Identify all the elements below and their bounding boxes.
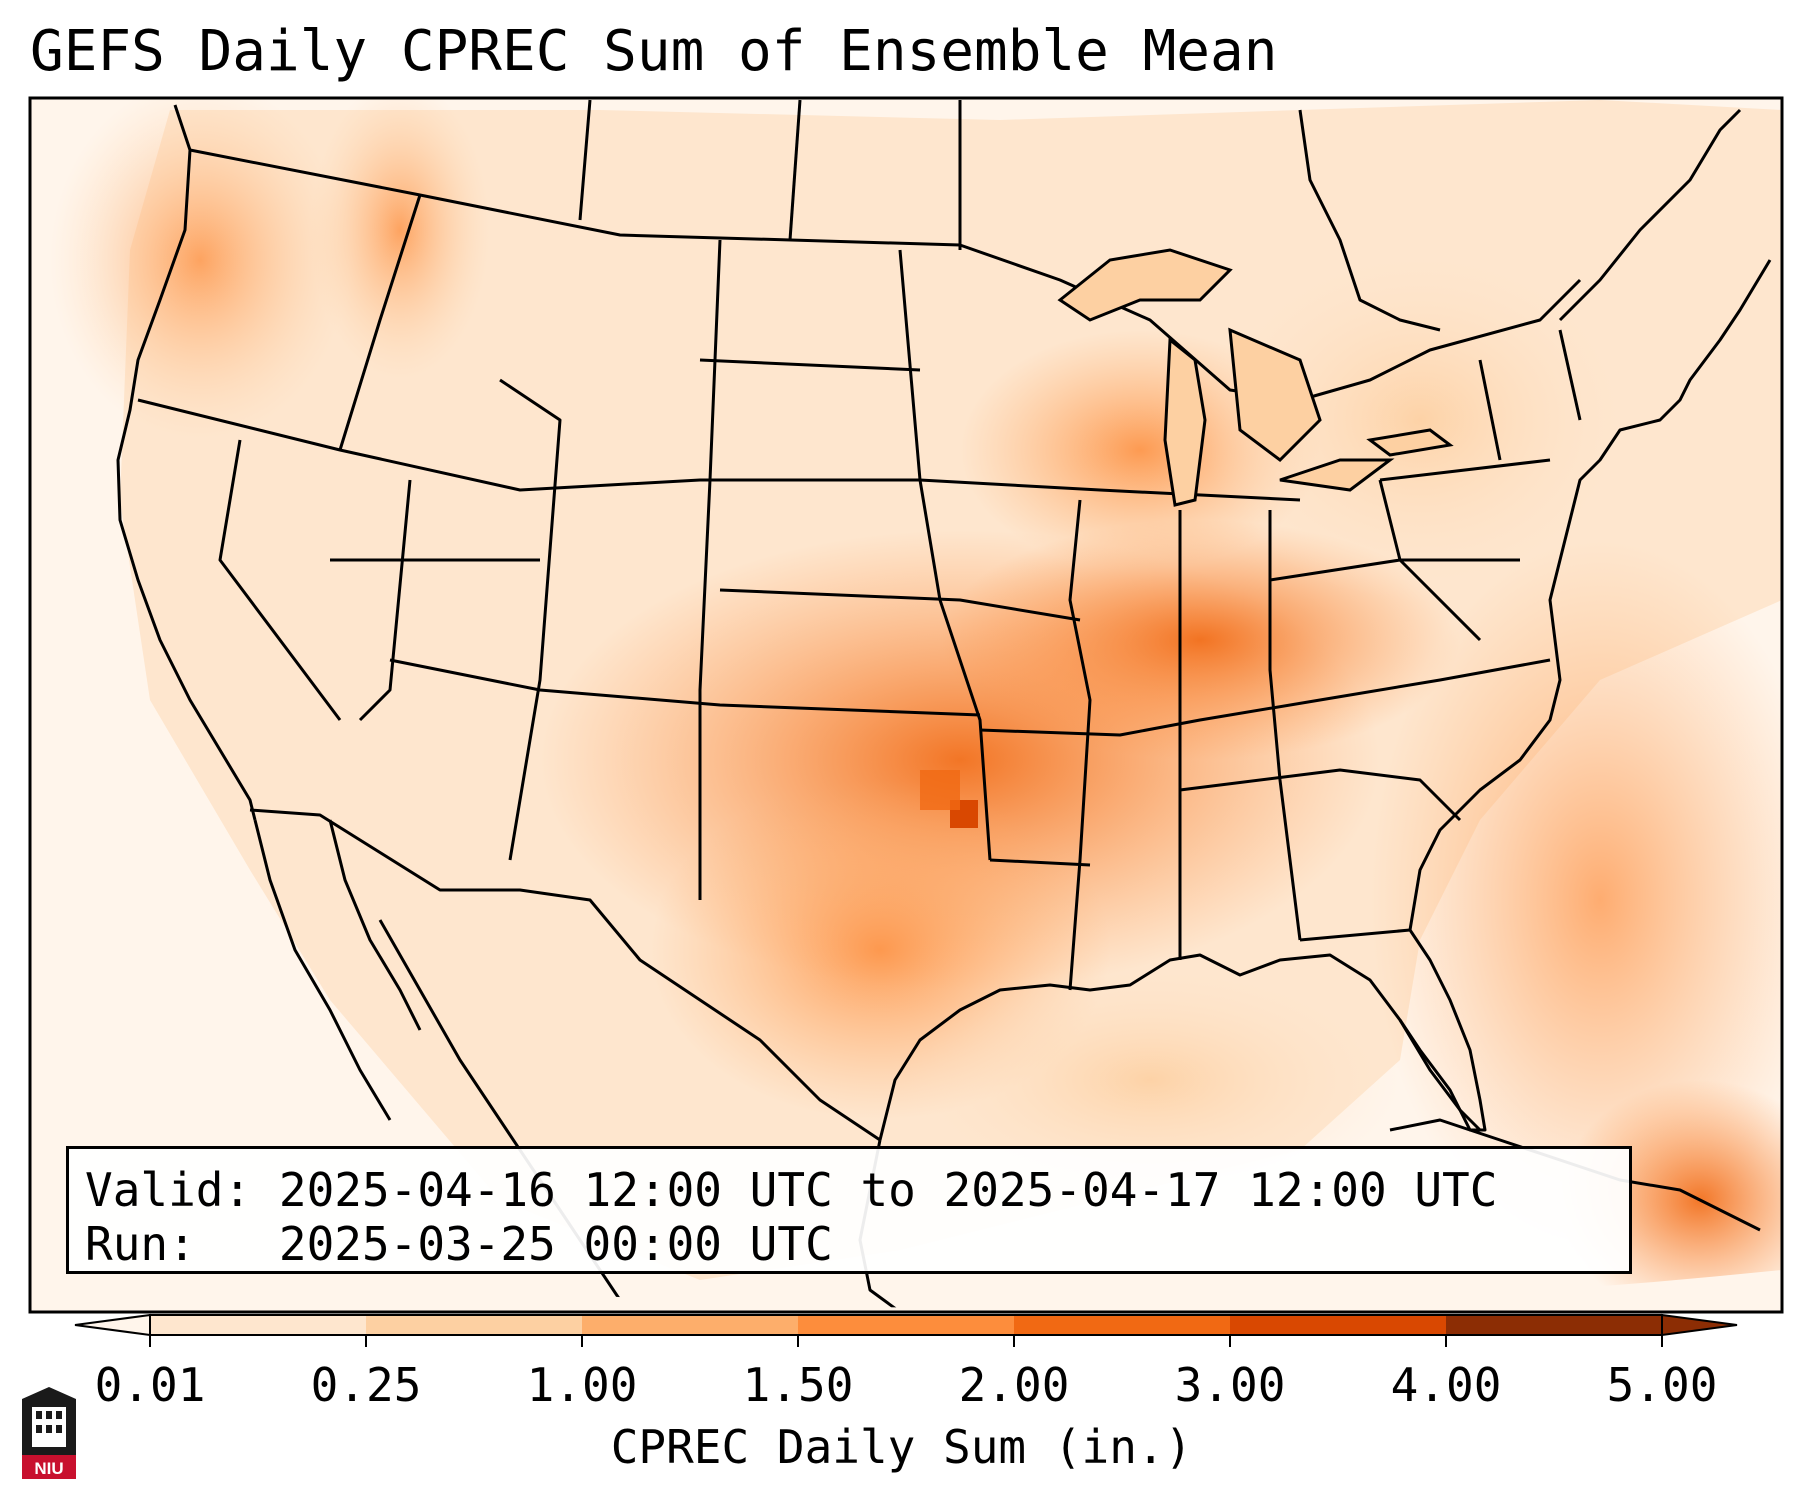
state-border-14: [1068, 499, 1092, 991]
gulf-of-california: [328, 819, 422, 1031]
lake-michigan: [1163, 336, 1207, 507]
valid-label: Valid:: [85, 1163, 252, 1217]
state-border-5: [499, 378, 562, 861]
map-title: GEFS Daily CPREC Sum of Ensemble Mean: [30, 19, 1278, 84]
state-border-3: [218, 439, 342, 721]
atlantic-coast: [1408, 259, 1772, 931]
state-border-8: [389, 658, 981, 717]
colorbar-tick-label: 5.00: [1606, 1358, 1718, 1412]
precip-light-gulf: [900, 960, 1400, 1200]
lake-ontario: [1366, 428, 1454, 457]
niu-logo-icon: NIU: [22, 1387, 76, 1479]
state-border-22: [1478, 359, 1502, 461]
florida-coast: [1398, 929, 1487, 1132]
pacific-coast: [116, 104, 257, 821]
state-border-20: [1378, 479, 1482, 642]
state-border-18: [1299, 928, 1411, 942]
precip-max-idaho: [310, 98, 490, 380]
run-time: 2025-03-25 00:00 UTC: [278, 1217, 833, 1271]
great-lakes: [1057, 248, 1454, 507]
lake-huron: [1228, 327, 1322, 462]
state-border-9: [719, 588, 1081, 622]
state-border-11: [699, 358, 921, 372]
state-border-4: [358, 479, 412, 722]
colorbar-tick-label: 0.25: [310, 1358, 422, 1412]
colorbar-segment: [150, 1315, 367, 1335]
run-label: Run:: [85, 1217, 196, 1271]
precip-max-northwest: [50, 98, 350, 440]
precip-max-atlantic: [1370, 540, 1782, 1260]
colorbar-segment: [1014, 1315, 1231, 1335]
precip-light-east: [1200, 240, 1640, 600]
colorbar-segment: [798, 1315, 1015, 1335]
hudson-bay-shore: [1298, 109, 1441, 332]
colorbar-tick-label: 0.01: [94, 1358, 206, 1412]
us-mexico-border: [249, 808, 881, 1142]
colorbar-tick-label: 2.00: [958, 1358, 1070, 1412]
precip-cell-oklahoma-2: [920, 770, 960, 810]
colorbar-tick-label: 3.00: [1174, 1358, 1286, 1412]
map-field: [30, 98, 1782, 1312]
state-border-21: [1379, 458, 1551, 482]
state-border-26: [578, 99, 592, 221]
state-border-24: [788, 99, 802, 241]
colorbar-tick-label: 1.00: [526, 1358, 638, 1412]
state-border-23: [1558, 329, 1582, 421]
colorbar-tick-label: 1.50: [742, 1358, 854, 1412]
colorbar-segments: [150, 1315, 1663, 1335]
valid-range: 2025-04-16 12:00 UTC to 2025-04-17 12:00…: [278, 1163, 1498, 1217]
state-border-13: [989, 858, 1091, 867]
colorbar-segment: [582, 1315, 799, 1335]
validity-info-box: Valid: 2025-04-16 12:00 UTC to 2025-04-1…: [66, 1146, 1632, 1274]
colorbar-segment: [366, 1315, 583, 1335]
colorbar-segment: [1230, 1315, 1447, 1335]
svg-text:NIU: NIU: [34, 1459, 63, 1478]
lake-erie: [1279, 458, 1395, 492]
state-border-17: [1179, 768, 1462, 822]
colorbar-extend-right: [1661, 1313, 1738, 1337]
colorbar-tick-label: 4.00: [1390, 1358, 1502, 1412]
colorbar-segment: [1446, 1315, 1663, 1335]
colorbar-extend-left: [74, 1313, 151, 1337]
colorbar-outline: [149, 1314, 1663, 1336]
map-frame: [28, 96, 1784, 1314]
gulf-of-st-lawrence: [1558, 108, 1742, 322]
baja-coast: [253, 819, 392, 1121]
state-border-12: [979, 658, 1551, 737]
colorbar: [74, 1313, 1738, 1347]
colorbar-tickmarks: [149, 1335, 1663, 1347]
colorbar-label: CPREC Daily Sum (in.): [610, 1420, 1193, 1474]
lake-superior: [1057, 248, 1233, 322]
state-border-16: [1268, 510, 1302, 941]
state-border-2: [338, 194, 422, 451]
projection-edge: [30, 1240, 1782, 1312]
